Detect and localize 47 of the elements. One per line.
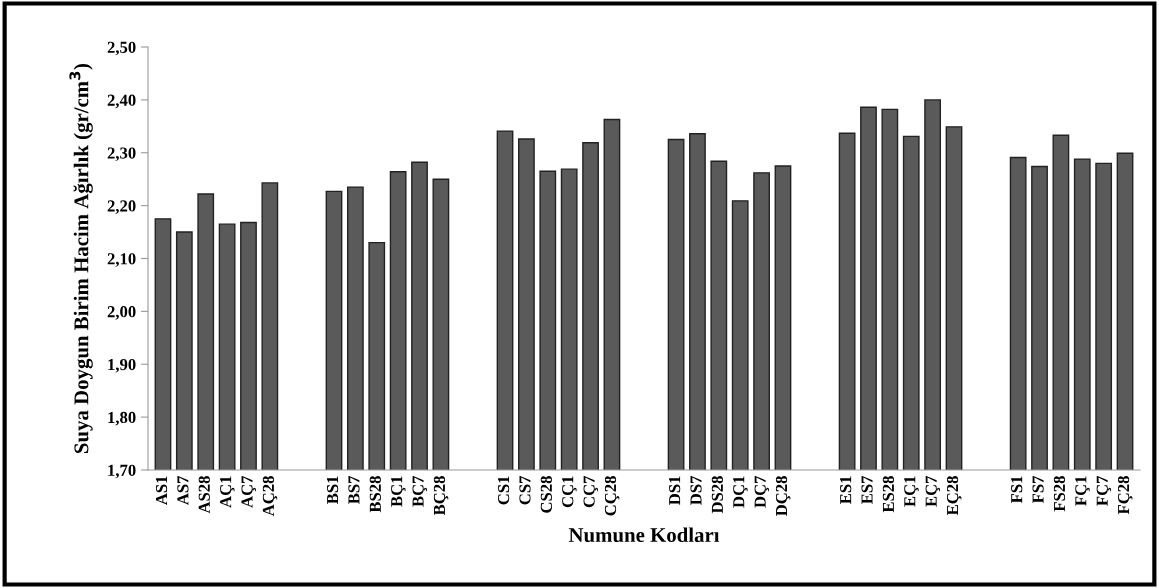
x-tick-label: EÇ28 bbox=[946, 476, 962, 516]
x-tick-label: BS1 bbox=[326, 476, 339, 504]
x-tick-label: CS7 bbox=[519, 475, 531, 505]
x-tick-label: DÇ1 bbox=[733, 476, 748, 508]
x-tick-label: AÇ28 bbox=[262, 476, 278, 517]
x-tick-label: FÇ1 bbox=[1075, 476, 1090, 506]
x-tick-label: CS28 bbox=[540, 476, 552, 513]
x-tick-label: CÇ7 bbox=[583, 475, 598, 508]
x-tick-label: FS7 bbox=[1032, 475, 1044, 504]
x-axis-title: Numune Kodları bbox=[568, 527, 720, 543]
x-tick-label: DS1 bbox=[669, 476, 681, 505]
x-tick-label: DÇ28 bbox=[775, 476, 791, 516]
y-tick-label: 2,40 bbox=[107, 94, 136, 109]
y-axis-title: Suya Doygun Birim Hacim Ağırlık (gr/cm$^{3}$) bbox=[69, 63, 93, 454]
x-tick-label: FÇ28 bbox=[1117, 476, 1133, 515]
x-tick-label: DÇ7 bbox=[754, 475, 770, 508]
x-tick-label: ES7 bbox=[861, 475, 873, 504]
x-tick-label: AÇ1 bbox=[220, 476, 235, 508]
y-tick-label: 2,10 bbox=[107, 253, 136, 267]
x-tick-label: CÇ28 bbox=[604, 476, 620, 516]
x-tick-label: CS1 bbox=[498, 476, 510, 505]
x-tick-label: DS28 bbox=[711, 476, 723, 514]
x-tick-label: FS1 bbox=[1011, 476, 1023, 504]
y-tick-label: 1,90 bbox=[108, 358, 136, 373]
y-tick-label: 2,50 bbox=[107, 41, 136, 56]
x-tick-label: ES28 bbox=[882, 476, 895, 513]
x-tick-label: AÇ7 bbox=[241, 475, 256, 508]
y-tick-label: 2,00 bbox=[107, 306, 136, 320]
x-tick-label: FÇ7 bbox=[1096, 475, 1112, 506]
y-tick-label: 1,70 bbox=[108, 464, 136, 479]
y-tick-label: 1,80 bbox=[108, 411, 136, 426]
y-tick-label: 2,30 bbox=[107, 147, 136, 162]
x-tick-label: BÇ7 bbox=[412, 475, 427, 507]
y-tick-label: 2,20 bbox=[107, 200, 136, 214]
x-tick-label: BÇ28 bbox=[433, 476, 449, 516]
x-tick-label: EÇ1 bbox=[904, 476, 919, 507]
x-tick-label: AS1 bbox=[155, 476, 168, 506]
x-tick-label: BÇ1 bbox=[391, 476, 406, 507]
x-tick-label: BS28 bbox=[369, 476, 381, 513]
x-tick-label: FS28 bbox=[1053, 476, 1066, 512]
x-tick-label: BS7 bbox=[348, 475, 360, 504]
x-tick-label: CÇ1 bbox=[562, 476, 577, 508]
x-tick-label: DS7 bbox=[690, 475, 702, 505]
x-tick-label: EÇ7 bbox=[925, 475, 941, 507]
x-tick-label: AS28 bbox=[198, 476, 210, 514]
x-tick-label: ES1 bbox=[840, 476, 852, 504]
x-tick-label: AS7 bbox=[177, 475, 189, 506]
